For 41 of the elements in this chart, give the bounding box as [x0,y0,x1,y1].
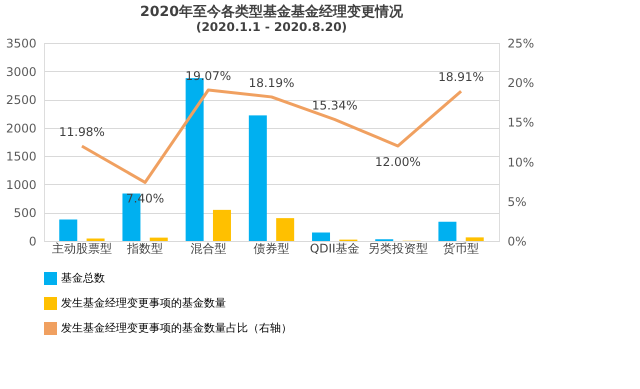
bar [150,238,168,241]
y2-tick-label: 0% [508,234,527,248]
bar [276,218,294,241]
x-tick-label: 债券型 [254,242,290,256]
y2-tick-label: 25% [508,36,534,50]
bar [248,115,267,241]
x-tick-label: 指数型 [126,242,164,256]
bar [466,237,484,241]
chart-title: 2020年至今各类型基金基金经理变更情况 [140,3,404,20]
y2-tick-label: 10% [508,155,534,170]
data-label: 18.19% [248,76,294,90]
y-tick-label: 3000 [6,64,36,79]
y-tick-label: 1500 [6,150,36,164]
data-label: 12.00% [375,154,421,169]
legend-label: 发生基金经理变更事项的基金数量 [61,296,226,310]
data-label: 15.34% [312,98,358,113]
y-tick-label: 0 [28,234,36,248]
y2-tick-label: 5% [508,194,527,209]
y-tick-label: 3500 [6,36,36,50]
y2-tick-label: 20% [508,76,534,90]
y-tick-label: 500 [14,206,36,220]
data-label: 11.98% [59,125,105,140]
legend-label: 发生基金经理变更事项的基金数量占比（右轴） [61,322,292,334]
x-tick-label: 另类投资型 [368,242,428,256]
data-label: 18.91% [438,70,484,84]
x-tick-label: 货币型 [443,242,480,256]
bar [212,210,231,241]
legend-label: 基金总数 [61,272,105,284]
y-tick-label: 2500 [6,93,36,108]
y2-tick-label: 15% [508,116,534,130]
bar [86,238,105,241]
chart-subtitle: (2020.1.1 - 2020.8.20) [196,20,348,34]
bar [59,220,78,241]
bar [312,232,330,241]
x-tick-label: 混合型 [190,242,226,256]
y-tick-label: 2000 [6,121,36,136]
bar [438,222,456,241]
data-label: 19.07% [185,68,232,83]
y-tick-label: 1000 [6,178,36,192]
x-tick-label: 主动股票型 [52,242,112,256]
x-tick-label: QDII基金 [310,242,360,256]
